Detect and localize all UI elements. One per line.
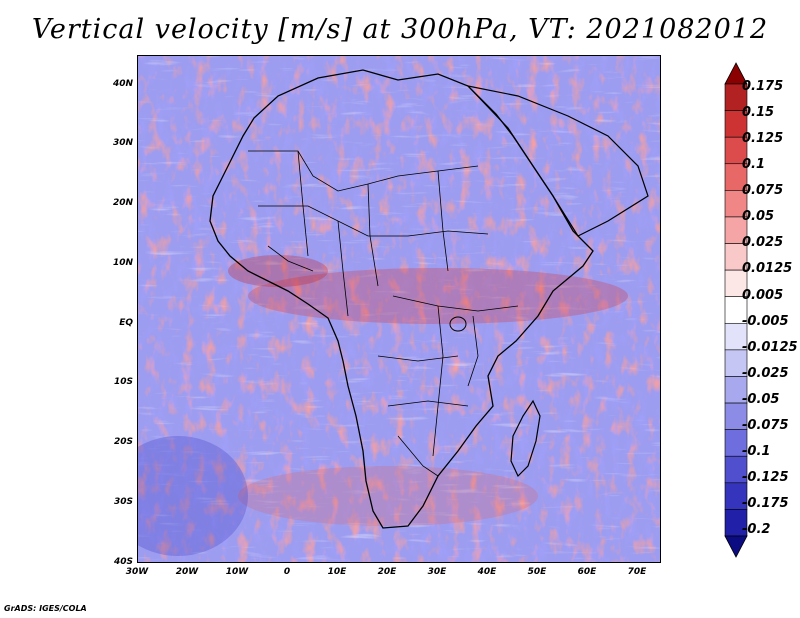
lat-label-eq: EQ <box>119 318 133 328</box>
colorbar-label-16: -0.175 <box>742 496 789 511</box>
colorbar-label-10: -0.0125 <box>742 340 798 355</box>
colorbar-label-7: 0.0125 <box>742 261 793 276</box>
colorbar-label-2: 0.125 <box>742 131 784 146</box>
lon-label-70e: 70E <box>627 567 647 577</box>
lon-label-20w: 20W <box>175 567 199 577</box>
colorbar-label-9: -0.005 <box>742 314 789 329</box>
colorbar-label-11: -0.025 <box>742 366 789 381</box>
southern-red-swath <box>238 466 538 526</box>
velocity-field-map <box>138 56 660 562</box>
grads-credit: GrADS: IGES/COLA <box>4 604 87 613</box>
colorbar-label-15: -0.125 <box>742 470 789 485</box>
lat-label-30s: 30S <box>113 497 133 507</box>
lat-label-30n: 30N <box>112 138 133 148</box>
colorbar-label-6: 0.025 <box>742 235 784 250</box>
colorbar-label-13: -0.075 <box>742 418 789 433</box>
southwest-blue-region <box>138 436 248 556</box>
lat-label-40n: 40N <box>112 79 133 89</box>
lon-label-0: 0 <box>283 567 291 577</box>
arabia-coastline <box>466 85 649 237</box>
chart-title: Vertical velocity [m/s] at 300hPa, VT: 2… <box>31 14 769 45</box>
madagascar-coastline <box>510 399 541 478</box>
colorbar-label-17: -0.2 <box>742 522 771 537</box>
lon-label-30e: 30E <box>427 567 447 577</box>
colorbar-label-8: 0.005 <box>742 288 784 303</box>
colorbar-label-0: 0.175 <box>742 79 784 94</box>
lat-label-10n: 10N <box>112 258 133 268</box>
convection-band <box>248 268 628 324</box>
lat-label-20s: 20S <box>113 437 133 447</box>
colorbar-label-4: 0.075 <box>742 183 784 198</box>
lon-label-20e: 20E <box>377 567 397 577</box>
country-borders <box>248 150 519 477</box>
lon-label-30w: 30W <box>125 567 149 577</box>
colorbar-label-5: 0.05 <box>742 209 775 224</box>
convection-core-west <box>228 255 328 287</box>
lat-label-20n: 20N <box>112 198 133 208</box>
colorbar-label-3: 0.1 <box>742 157 766 172</box>
field-streak-layer <box>138 56 660 562</box>
colorbar-label-1: 0.15 <box>742 105 775 120</box>
lon-label-60e: 60E <box>577 567 597 577</box>
lon-label-10e: 10E <box>327 567 347 577</box>
lon-label-50e: 50E <box>527 567 547 577</box>
lon-label-10w: 10W <box>225 567 249 577</box>
lon-label-40e: 40E <box>477 567 497 577</box>
lat-label-40s: 40S <box>113 557 133 567</box>
map-panel <box>137 55 661 563</box>
colorbar-label-14: -0.1 <box>742 444 771 459</box>
colorbar-bottom-arrow <box>724 535 748 558</box>
colorbar-label-12: -0.05 <box>742 392 780 407</box>
lake-victoria <box>449 316 467 332</box>
colorbar <box>724 62 748 558</box>
lat-label-10s: 10S <box>113 377 133 387</box>
